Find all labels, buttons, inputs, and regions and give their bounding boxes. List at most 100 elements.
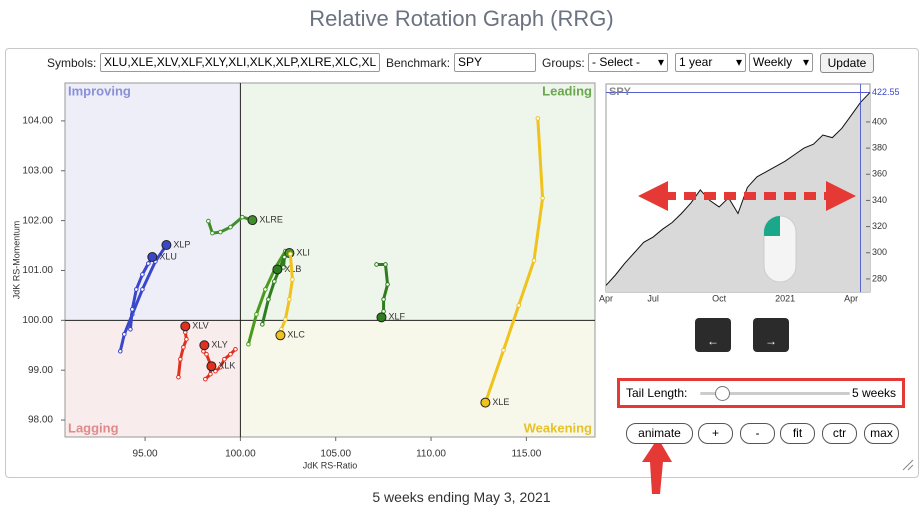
tail-slider-handle[interactable] <box>715 386 730 401</box>
x-tick-label: 100.00 <box>225 449 256 460</box>
mouse-button <box>764 216 780 236</box>
y-tick-label: 400 <box>872 116 887 126</box>
drag-arrow-right <box>826 181 856 211</box>
toolbar-button[interactable]: + <box>698 423 733 444</box>
tail-point <box>206 218 211 224</box>
tail-length-label: Tail Length: <box>626 386 688 400</box>
tail-head <box>480 397 491 408</box>
y-tick-label: 101.00 <box>22 265 53 276</box>
x-tick-label: Oct <box>712 293 727 303</box>
toolbar-button[interactable]: animate <box>626 423 693 444</box>
tail-point <box>178 356 183 362</box>
quadrant-label: Improving <box>68 83 131 98</box>
tail-point <box>184 336 189 342</box>
symbol-label: XLRE <box>259 214 283 224</box>
y-tick-label: 320 <box>872 221 887 231</box>
tail-point <box>381 297 386 302</box>
y-tick-label: 98.00 <box>28 415 53 426</box>
symbol-label: XLY <box>211 340 227 350</box>
tail <box>483 118 545 404</box>
symbols-input[interactable]: XLU,XLE,XLV,XLF,XLY,XLI,XLK,XLP,XLRE,XLC… <box>100 53 380 72</box>
tail-point <box>218 364 223 370</box>
x-tick-label: 2021 <box>775 293 795 303</box>
symbol-label: XLP <box>173 239 190 249</box>
tail-point <box>254 312 259 317</box>
drag-arrow-left <box>638 181 668 211</box>
toolbar-button[interactable]: ctr <box>822 423 857 444</box>
toolbar-button[interactable]: max <box>864 423 899 444</box>
x-tick-label: 110.00 <box>416 449 446 460</box>
symbol-label: XLE <box>492 397 509 407</box>
tail-point <box>516 303 522 308</box>
tail-head <box>161 240 172 251</box>
tail-head <box>275 330 286 341</box>
tail-point <box>287 297 292 302</box>
update-button[interactable]: Update <box>820 53 874 73</box>
frequency-select[interactable]: Weekly <box>749 53 813 72</box>
tail-point <box>272 279 277 284</box>
price-area <box>606 92 870 292</box>
x-tick-label: 105.00 <box>320 449 351 460</box>
period-select[interactable]: 1 year <box>675 53 746 72</box>
tail-head <box>247 215 258 226</box>
tail-point <box>146 261 151 266</box>
footer: 5 weeks ending May 3, 2021 <box>372 489 551 505</box>
y-tick-label: 99.00 <box>28 365 53 376</box>
last-price-label: 422.55 <box>872 87 900 97</box>
tail-point <box>288 251 293 257</box>
tail-point <box>374 262 379 267</box>
symbol-label: XLK <box>218 361 235 371</box>
tail-slider-track <box>700 392 850 395</box>
panel <box>5 48 919 478</box>
tail-head <box>199 340 210 351</box>
step-forward-button[interactable] <box>753 318 789 352</box>
y-tick-label: 104.00 <box>22 116 53 127</box>
tail-point <box>240 214 245 220</box>
tail-point <box>176 374 181 380</box>
tail-point <box>203 376 208 382</box>
tail-point <box>134 287 139 292</box>
tail-point <box>128 327 133 332</box>
quadrant-label: Lagging <box>68 420 119 435</box>
symbol-label: XLF <box>388 312 405 322</box>
tail-head <box>376 312 387 323</box>
x-tick-label: 95.00 <box>133 449 158 460</box>
tail-point <box>290 277 295 282</box>
toolbar-button[interactable]: - <box>740 423 775 444</box>
step-back-button[interactable] <box>695 318 731 352</box>
tail-point <box>501 347 506 353</box>
symbols-label: Symbols: <box>47 56 97 70</box>
quadrant-bg <box>240 320 595 437</box>
plot-frame <box>64 82 596 438</box>
tail-point <box>282 254 287 260</box>
symbol-label: XLV <box>192 321 208 331</box>
x-tick-label: Apr <box>599 293 613 303</box>
tail-point <box>181 344 186 350</box>
x-tick-label: Apr <box>844 293 858 303</box>
groups-select[interactable]: - Select - <box>588 53 668 72</box>
tail-point <box>260 322 265 327</box>
tail-point <box>263 287 268 292</box>
mini-title: SPY <box>609 86 632 98</box>
tail-head <box>272 264 283 275</box>
y-tick-label: 300 <box>872 247 887 257</box>
y-tick-label: 360 <box>872 169 887 179</box>
tail-point <box>228 351 233 357</box>
tail-point <box>283 317 288 322</box>
step-forward-icon: → <box>765 334 777 348</box>
page-title: Relative Rotation Graph (RRG) <box>309 6 614 31</box>
symbol-label: XLC <box>287 330 305 340</box>
tail-point <box>531 258 537 263</box>
x-axis-title: JdK RS-Ratio <box>303 460 358 470</box>
tail-point <box>540 195 545 201</box>
tail-point <box>140 287 145 292</box>
tail-point <box>233 346 238 352</box>
x-tick-label: 115.00 <box>511 449 541 460</box>
toolbar-button[interactable]: fit <box>780 423 815 444</box>
benchmark-label: Benchmark: <box>386 56 451 70</box>
tail-length-value: 5 weeks <box>851 386 896 400</box>
tail <box>118 244 168 352</box>
y-tick-label: 340 <box>872 195 887 205</box>
benchmark-input[interactable]: SPY <box>454 53 536 72</box>
